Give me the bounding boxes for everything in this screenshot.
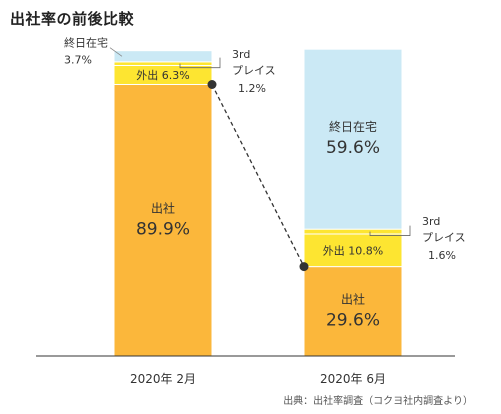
segment-inline-label: 外出 6.3% [136, 68, 189, 82]
segment-value-label: 1.2% [238, 82, 266, 95]
connector-line [211, 84, 305, 267]
leader-line [179, 57, 221, 69]
bar-segment-third_place-0 [113, 61, 213, 66]
x-tick-label: 2020年 2月 [130, 372, 196, 386]
x-tick-label: 2020年 6月 [320, 372, 386, 386]
bar-segment-outing-1 [303, 233, 403, 268]
segment-name-label: 3rd [422, 215, 440, 228]
segment-name-label: 出社 [341, 291, 365, 306]
segment-name-label: プレイス [232, 64, 276, 77]
segment-value-label: 29.6% [326, 310, 380, 330]
bar-segment-office-1 [303, 266, 403, 357]
segment-name-label: 3rd [232, 48, 250, 61]
chart-title: 出社率の前後比較 [10, 10, 135, 28]
bar-segment-third_place-1 [303, 228, 403, 235]
source-note: 出典：出社率調査（コクヨ社内調査より） [283, 396, 473, 407]
bar-segment-home-1 [303, 48, 403, 230]
connector-dot [207, 80, 217, 90]
leader-line [109, 47, 123, 57]
segment-value-label: 89.9% [136, 219, 190, 239]
connector-dot [299, 262, 309, 272]
leader-line [369, 225, 411, 236]
segment-value-label: 3.7% [64, 54, 92, 67]
segment-inline-label: 外出 10.8% [323, 243, 383, 257]
segment-name-label: 終日在宅 [329, 119, 377, 134]
bar-segment-home-0 [113, 50, 213, 63]
segment-name-label: プレイス [422, 231, 466, 244]
segment-name-label: 出社 [151, 200, 175, 215]
segment-value-label: 59.6% [326, 138, 380, 158]
segment-name-label: 終日在宅 [64, 36, 108, 50]
bar-segment-office-0 [113, 84, 213, 357]
segment-value-label: 1.6% [428, 249, 456, 262]
